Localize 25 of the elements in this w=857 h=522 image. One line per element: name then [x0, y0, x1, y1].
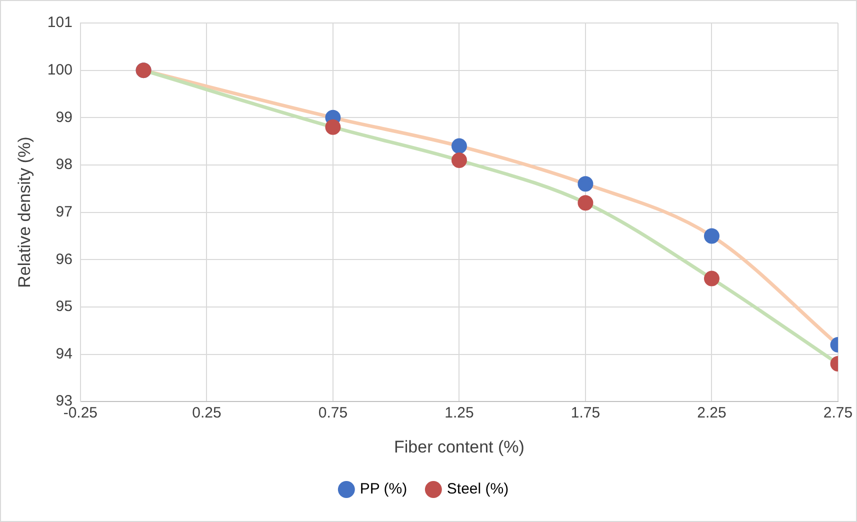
y-tick-label: 100	[47, 61, 72, 78]
point	[451, 138, 467, 154]
y-tick-label: 101	[47, 14, 72, 32]
point	[578, 176, 594, 192]
legend-label: Steel (%)	[446, 480, 509, 498]
x-tick-label: 2.75	[823, 404, 853, 422]
x-axis-title: Fiber content (%)	[394, 437, 524, 456]
x-tick-label: 2.25	[697, 404, 726, 422]
y-axis-title: Relative density (%)	[14, 136, 34, 288]
y-tick-label: 94	[56, 345, 72, 362]
y-tick-label: 98	[56, 156, 72, 174]
y-tick-label: 96	[56, 250, 72, 268]
point	[704, 228, 720, 244]
x-tick-label: 1.75	[570, 404, 600, 422]
y-tick-label: 97	[56, 203, 72, 220]
x-tick-label: 0.75	[318, 404, 348, 422]
point	[451, 152, 467, 168]
legend-label: PP (%)	[360, 480, 408, 498]
x-tick-label: 1.25	[444, 404, 474, 422]
y-tick-label: 95	[56, 298, 72, 316]
point	[704, 270, 720, 286]
point	[578, 195, 594, 211]
x-tick-label: 0.25	[192, 404, 222, 422]
point	[325, 119, 341, 135]
y-tick-label: 99	[56, 108, 72, 126]
